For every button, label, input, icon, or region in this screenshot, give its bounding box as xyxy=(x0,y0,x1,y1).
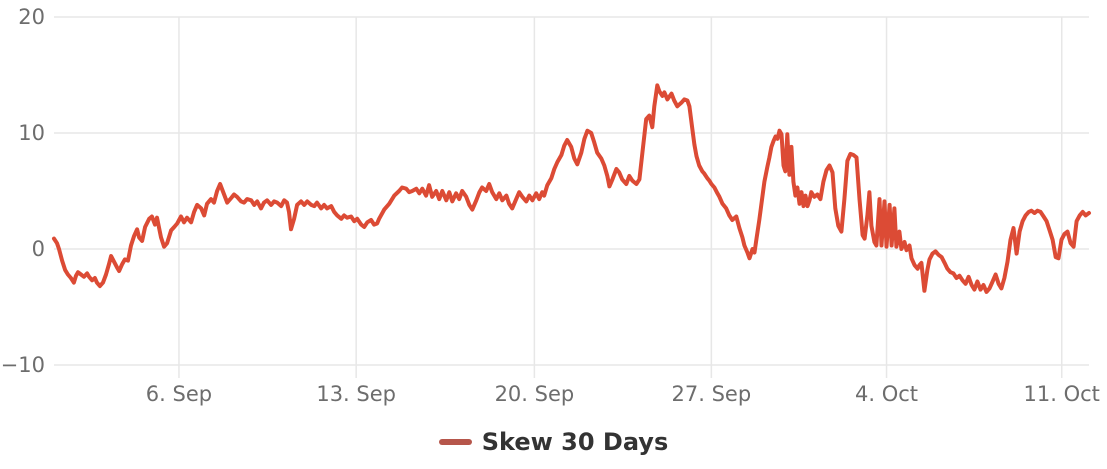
y-axis-labels: 20 10 0 −10 xyxy=(1,5,45,377)
x-axis-label: 20. Sep xyxy=(495,382,575,406)
y-axis-label: 20 xyxy=(18,5,45,29)
legend-label: Skew 30 Days xyxy=(481,428,669,456)
legend-item-skew-30-days[interactable]: Skew 30 Days xyxy=(438,428,669,456)
x-axis-label: 4. Oct xyxy=(855,382,918,406)
series-line-skew-30-days[interactable] xyxy=(52,83,1091,294)
y-axis-label: 10 xyxy=(18,121,45,145)
y-axis-label: −10 xyxy=(1,353,45,377)
y-axis-label: 0 xyxy=(32,237,45,261)
x-axis-label: 6. Sep xyxy=(146,382,212,406)
x-axis-label: 13. Sep xyxy=(316,382,396,406)
legend-marker-icon xyxy=(438,439,472,445)
x-axis-label: 27. Sep xyxy=(672,382,752,406)
x-axis-labels: 6. Sep 13. Sep 20. Sep 27. Sep 4. Oct 11. Oct xyxy=(146,382,1100,406)
y-grid xyxy=(54,16,1089,366)
legend: Skew 30 Days xyxy=(0,428,1107,456)
x-grid xyxy=(178,17,1063,378)
x-axis-label: 11. Oct xyxy=(1024,382,1100,406)
